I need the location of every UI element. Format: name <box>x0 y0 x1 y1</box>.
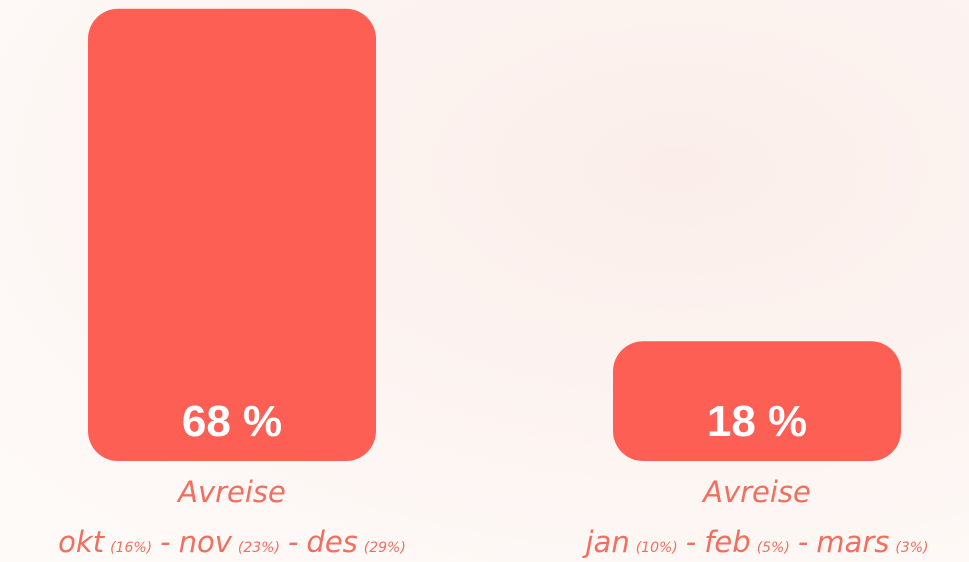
month: nov <box>179 525 233 559</box>
share: (29%) <box>364 540 406 556</box>
value-label: 18 % <box>707 397 807 446</box>
separator: - <box>160 525 170 559</box>
chart: 68 %Avreiseokt(16%)-nov(23%)-des(29%)18 … <box>0 0 969 562</box>
bar <box>88 9 376 461</box>
month: feb <box>704 525 750 559</box>
category-label: Avreise <box>176 475 286 509</box>
separator: - <box>798 525 808 559</box>
value-label: 68 % <box>182 397 282 446</box>
share: (3%) <box>895 540 928 556</box>
separator: - <box>288 525 298 559</box>
separator: - <box>686 525 696 559</box>
category-label: Avreise <box>701 475 811 509</box>
share: (23%) <box>238 540 280 556</box>
month: okt <box>58 525 106 559</box>
share: (16%) <box>110 540 152 556</box>
share: (10%) <box>636 540 678 556</box>
share: (5%) <box>757 540 790 556</box>
month: mars <box>816 525 889 559</box>
page: {"chart_data": {"type": "bar", "color": … <box>0 0 969 562</box>
month: des <box>306 525 357 559</box>
month: jan <box>581 525 629 559</box>
